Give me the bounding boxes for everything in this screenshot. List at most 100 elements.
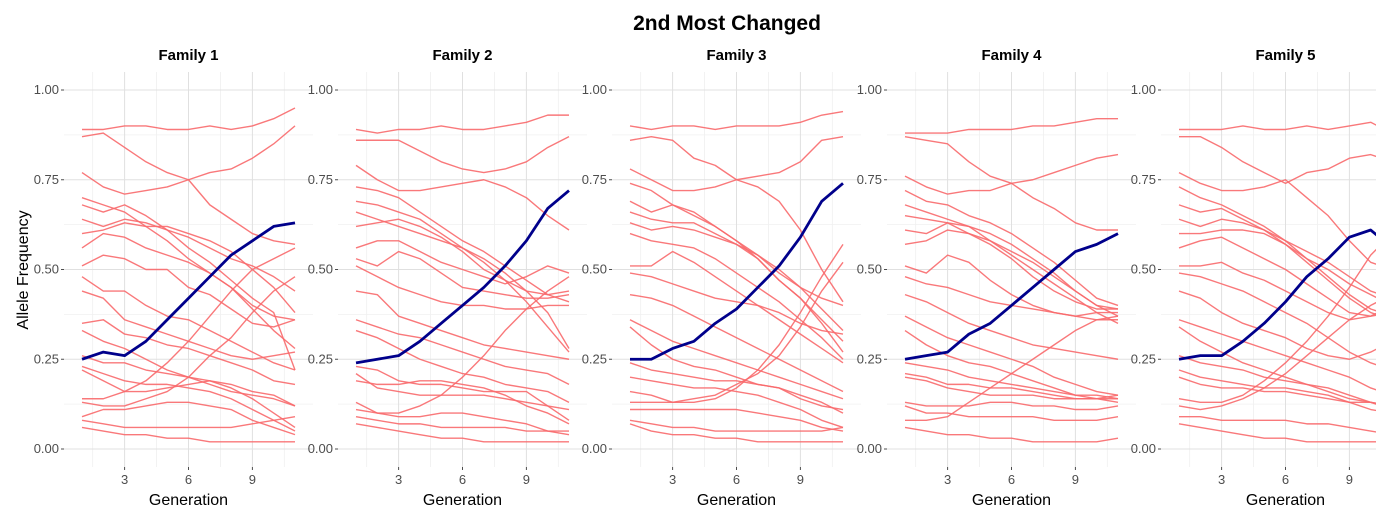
allele-line bbox=[904, 376, 1118, 400]
y-tick-label: 0.50 bbox=[308, 262, 333, 277]
allele-line bbox=[356, 136, 570, 174]
allele-line bbox=[355, 319, 570, 386]
y-tick-label: 0.25 bbox=[1131, 351, 1156, 366]
allele-line bbox=[629, 243, 844, 404]
facet-title: Family 1 bbox=[158, 47, 218, 64]
y-tick-label: 0.25 bbox=[857, 351, 882, 366]
y-tick-label: 0.50 bbox=[34, 262, 59, 277]
highlighted-allele-line bbox=[355, 189, 570, 365]
allele-line bbox=[82, 107, 296, 131]
y-tick-label: 1.00 bbox=[34, 82, 59, 97]
allele-line bbox=[355, 415, 569, 432]
allele-line bbox=[904, 254, 1118, 317]
facet-title: Family 2 bbox=[432, 47, 492, 64]
x-tick-label: 6 bbox=[459, 472, 466, 487]
y-tick-label: 0.00 bbox=[582, 441, 607, 456]
x-tick-label: 6 bbox=[1282, 472, 1289, 487]
x-tick-label: 3 bbox=[669, 472, 676, 487]
allele-line bbox=[1178, 301, 1376, 411]
highlighted-allele-line bbox=[630, 182, 844, 361]
allele-line bbox=[1178, 204, 1376, 316]
allele-line bbox=[81, 222, 296, 314]
x-tick-label: 3 bbox=[1218, 472, 1225, 487]
facet-title: Family 5 bbox=[1255, 47, 1315, 64]
y-tick-label: 0.75 bbox=[34, 172, 59, 187]
allele-line bbox=[630, 261, 844, 404]
allele-line bbox=[1178, 290, 1376, 360]
facet-title: Family 4 bbox=[981, 47, 1042, 64]
y-tick-label: 0.75 bbox=[1131, 172, 1156, 187]
allele-line bbox=[904, 401, 1119, 411]
allele-line bbox=[629, 200, 844, 342]
x-tick-label: 3 bbox=[944, 472, 951, 487]
allele-line bbox=[904, 229, 1118, 310]
x-axis-label: Generation bbox=[697, 492, 776, 509]
x-tick-label: 9 bbox=[1072, 472, 1079, 487]
allele-line bbox=[355, 240, 570, 285]
allele-line bbox=[355, 408, 570, 436]
allele-line bbox=[904, 315, 1119, 396]
facet-panel: Family 2 0.00 0.25 0.50 0.75 1.00 3 6 9 Generatio… bbox=[308, 47, 587, 509]
allele-line bbox=[1178, 272, 1376, 366]
allele-line bbox=[904, 189, 1119, 307]
allele-line bbox=[1179, 415, 1376, 433]
allele-line bbox=[81, 319, 296, 386]
x-tick-label: 9 bbox=[249, 472, 256, 487]
allele-line bbox=[629, 362, 844, 414]
y-tick-label: 0.75 bbox=[857, 172, 882, 187]
highlighted-allele-line bbox=[1178, 228, 1376, 361]
allele-line bbox=[81, 426, 295, 443]
chart-title: 2nd Most Changed bbox=[633, 12, 821, 35]
allele-line bbox=[82, 247, 296, 400]
allele-line bbox=[904, 214, 1119, 310]
y-tick-label: 0.25 bbox=[308, 351, 333, 366]
allele-line bbox=[1178, 171, 1376, 265]
allele-line bbox=[355, 380, 570, 425]
allele-line bbox=[1179, 229, 1376, 299]
y-tick-label: 1.00 bbox=[308, 82, 333, 97]
allele-line bbox=[355, 250, 570, 299]
allele-line bbox=[355, 423, 569, 443]
allele-line bbox=[904, 222, 1119, 324]
allele-line bbox=[355, 329, 570, 403]
y-tick-label: 0.00 bbox=[34, 441, 59, 456]
allele-line bbox=[629, 319, 844, 400]
y-tick-label: 1.00 bbox=[857, 82, 882, 97]
y-axis-label: Allele Frequency bbox=[15, 210, 32, 329]
allele-line bbox=[1178, 376, 1376, 404]
allele-line bbox=[81, 276, 296, 407]
y-tick-label: 0.25 bbox=[34, 351, 59, 366]
x-tick-label: 3 bbox=[395, 472, 402, 487]
allele-line bbox=[81, 369, 296, 429]
y-tick-label: 1.00 bbox=[1131, 82, 1156, 97]
allele-line bbox=[629, 222, 844, 332]
allele-line bbox=[629, 419, 844, 432]
allele-line bbox=[629, 376, 844, 429]
allele-line bbox=[355, 373, 570, 411]
allele-line bbox=[1179, 121, 1376, 131]
y-tick-label: 0.25 bbox=[582, 351, 607, 366]
allele-line bbox=[904, 405, 1119, 421]
allele-line bbox=[1179, 261, 1376, 321]
allele-line bbox=[81, 365, 296, 432]
x-tick-label: 9 bbox=[797, 472, 804, 487]
allele-line bbox=[81, 197, 296, 321]
facet-panel: Family 3 0.00 0.25 0.50 0.75 1.00 3 6 9 Generatio… bbox=[582, 47, 861, 509]
allele-line bbox=[629, 326, 844, 411]
allele-line bbox=[1178, 236, 1376, 317]
allele-line bbox=[81, 415, 296, 429]
x-axis-label: Generation bbox=[149, 492, 228, 509]
allele-line bbox=[81, 204, 296, 371]
allele-line bbox=[1178, 423, 1376, 443]
allele-line bbox=[1178, 248, 1376, 404]
y-tick-label: 0.00 bbox=[308, 441, 333, 456]
allele-line bbox=[630, 408, 844, 432]
facet-panel: Family 1 0.00 0.25 0.50 0.75 1.00 3 6 9 Generatio… bbox=[34, 47, 313, 509]
allele-line bbox=[355, 114, 569, 134]
allele-line bbox=[629, 423, 843, 443]
y-tick-label: 0.00 bbox=[1131, 441, 1156, 456]
y-tick-label: 0.50 bbox=[582, 262, 607, 277]
highlighted-allele-line bbox=[81, 221, 296, 361]
allele-line bbox=[629, 168, 844, 303]
